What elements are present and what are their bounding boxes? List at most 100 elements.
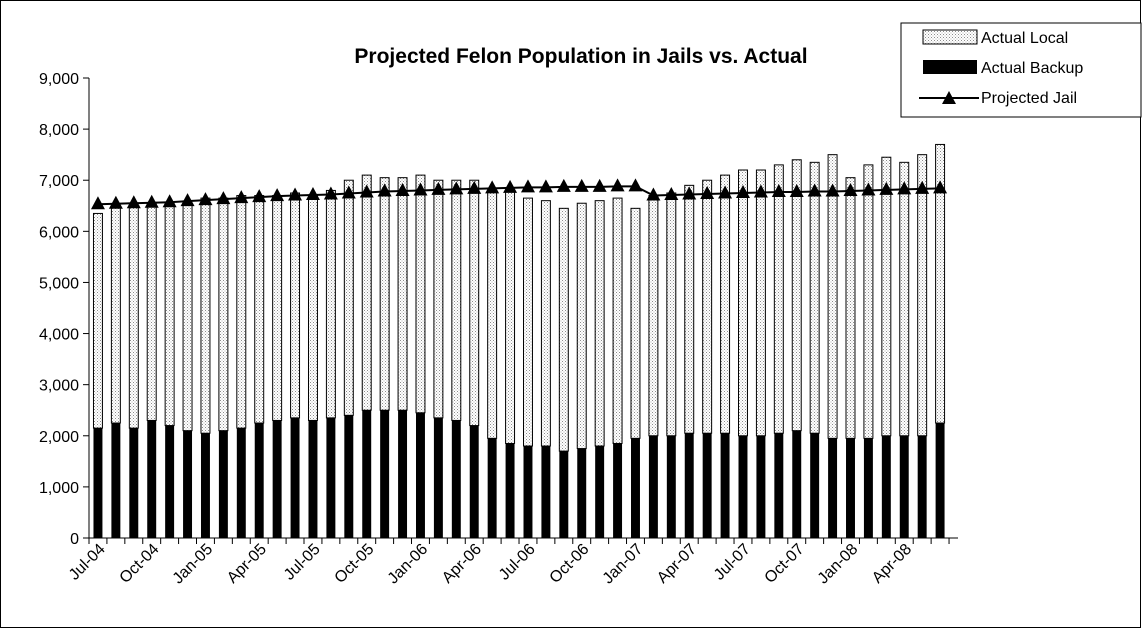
legend-label-actual-local: Actual Local [981, 30, 1068, 47]
bar-actual-local [110, 205, 121, 424]
x-tick-label: Apr-06 [439, 541, 485, 587]
bar-actual-backup [147, 420, 157, 538]
projected-jail-point [198, 192, 213, 206]
projected-jail-point [610, 178, 625, 192]
projected-jail-point [897, 181, 912, 195]
x-tick-label: Jan-05 [170, 541, 217, 588]
projected-jail-point [753, 184, 768, 198]
projected-jail-point [216, 191, 231, 205]
bar-actual-local [254, 195, 265, 424]
bar-actual-local [487, 189, 498, 439]
x-tick-label: Jan-08 [815, 541, 862, 588]
bar-actual-backup [559, 451, 569, 538]
bar-actual-backup [218, 430, 228, 538]
bar-actual-backup [792, 430, 802, 538]
bar-actual-local [540, 200, 551, 447]
bar-actual-backup [828, 438, 838, 538]
projected-jail-point [90, 196, 105, 210]
bar-actual-backup [326, 417, 336, 538]
x-tick-label: Jan-06 [385, 541, 432, 588]
bar-actual-local [505, 189, 516, 444]
bar-actual-local [92, 212, 103, 429]
projected-jail-point [288, 187, 303, 201]
bar-actual-backup [254, 423, 264, 538]
bar-actual-backup [863, 438, 873, 538]
y-tick-label: 5,000 [39, 275, 79, 292]
legend: Actual Local Actual Backup Projected Jai… [900, 22, 1142, 118]
bar-actual-local [182, 202, 193, 432]
projected-jail-point [520, 179, 535, 193]
projected-jail-point [359, 184, 374, 198]
y-tick-label: 6,000 [39, 224, 79, 241]
projected-jail-point [789, 183, 804, 197]
projected-jail-point [861, 182, 876, 196]
bar-actual-backup [505, 443, 515, 538]
legend-swatch-actual-local [922, 29, 978, 45]
projected-jail-point [556, 178, 571, 192]
bar-actual-backup [702, 433, 712, 538]
bar-actual-local [755, 169, 766, 437]
projected-jail-point [825, 183, 840, 197]
bar-actual-backup [433, 417, 443, 538]
projected-jail-point [682, 186, 697, 200]
y-tick-label: 2,000 [39, 429, 79, 446]
x-tick-label: Jan-07 [600, 541, 647, 588]
projected-jail-point [485, 180, 500, 194]
bar-actual-local [451, 179, 462, 421]
bar-actual-backup [290, 417, 300, 538]
bar-actual-backup [810, 433, 820, 538]
y-tick-label: 1,000 [39, 480, 79, 497]
x-tick-label: Apr-05 [224, 541, 270, 587]
bar-actual-local [164, 202, 175, 427]
projected-jail-point [843, 182, 858, 196]
bar-actual-local [325, 189, 336, 419]
x-tick-label: Oct-05 [332, 541, 378, 587]
bar-actual-local [684, 184, 695, 434]
projected-jail-point [933, 180, 948, 194]
bar-actual-local [720, 174, 731, 434]
bar-actual-backup [308, 420, 318, 538]
bar-actual-backup [577, 448, 587, 538]
projected-jail-point [574, 178, 589, 192]
bar-actual-backup [344, 415, 354, 538]
legend-label-projected-jail: Projected Jail [981, 90, 1077, 107]
bar-actual-local [738, 169, 748, 437]
bar-actual-backup [631, 438, 640, 538]
projected-jail-point [341, 185, 356, 199]
bar-actual-local [612, 197, 623, 444]
chart-title: Projected Felon Population in Jails vs. … [354, 45, 807, 68]
bar-actual-backup [595, 446, 605, 538]
projected-jail-point [449, 181, 464, 195]
x-tick-label: Apr-07 [654, 541, 700, 587]
bar-actual-backup [200, 433, 210, 538]
bar-actual-local [343, 179, 354, 416]
projected-jail-point [323, 186, 338, 200]
bar-actual-backup [881, 435, 891, 538]
projected-jail-point [270, 188, 285, 202]
bar-actual-backup [738, 435, 748, 538]
projected-jail-point [431, 181, 446, 195]
legend-label-actual-backup: Actual Backup [981, 60, 1083, 77]
bar-actual-local [290, 192, 301, 419]
bar-actual-backup [523, 446, 533, 538]
bar-actual-local [272, 195, 283, 421]
projected-jail-point [718, 185, 733, 199]
projected-jail-point [467, 180, 482, 194]
x-tick-label: Oct-07 [762, 541, 808, 587]
legend-marker-triangle-icon [942, 91, 956, 104]
bar-actual-local [200, 197, 211, 434]
y-axis: 0 1,000 2,000 3,000 4,000 5,000 6,000 7,000 8,00… [39, 71, 90, 548]
bar-actual-backup [613, 443, 623, 538]
bar-actual-backup [236, 428, 246, 538]
bar-actual-backup [487, 438, 497, 538]
bar-actual-local [397, 177, 408, 411]
projected-jail-point [413, 182, 428, 196]
y-tick-label: 4,000 [39, 327, 79, 344]
bar-actual-local [594, 200, 605, 447]
x-tick-label: Jul-06 [496, 541, 539, 584]
bar-actual-local [469, 179, 480, 427]
projected-jail-point [735, 185, 750, 198]
projected-jail-point [395, 182, 410, 196]
